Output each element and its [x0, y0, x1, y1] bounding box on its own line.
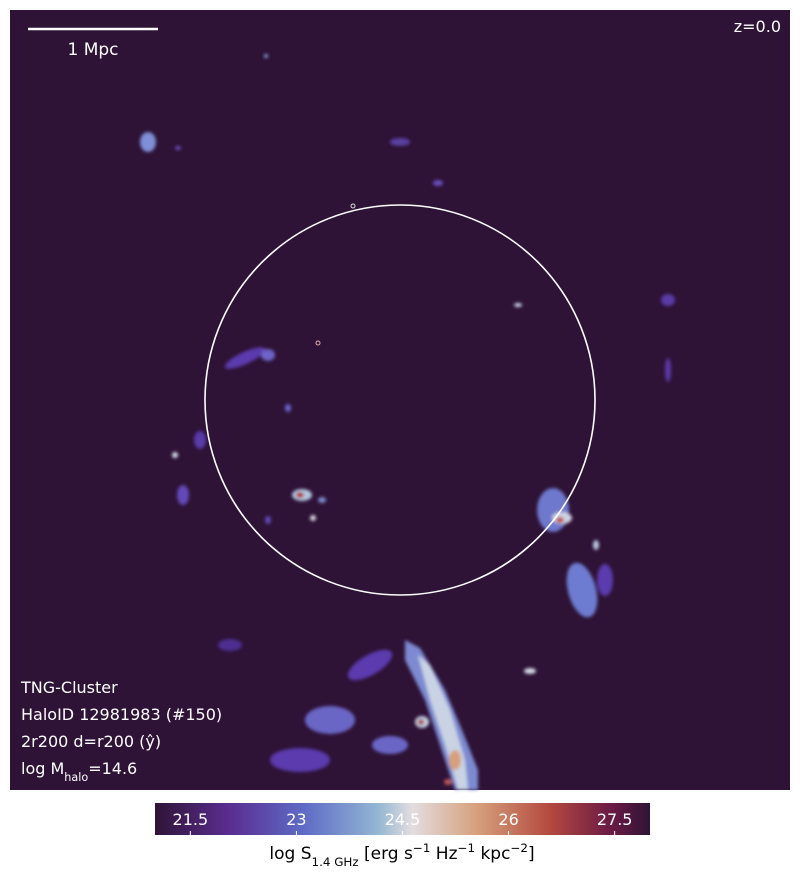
emission-blob — [305, 706, 355, 734]
label-part: =14.6 — [88, 759, 137, 778]
emission-blob — [264, 54, 268, 58]
emission-blob — [270, 748, 330, 772]
halo-info: TNG-Cluster HaloID 12981983 (#150) 2r200 d… — [20, 678, 222, 784]
emission-blob — [661, 294, 675, 306]
emission-blob — [347, 649, 393, 681]
emission-blob — [296, 492, 304, 498]
colorbar-tick-label: 24.5 — [385, 810, 421, 829]
info-line: TNG-Cluster — [20, 678, 118, 697]
colorbar-label: log S1.4 GHz [erg s−1 Hz−1 kpc−2] — [269, 841, 534, 869]
info-line: log Mhalo=14.6 — [21, 759, 137, 784]
emission-blob — [261, 349, 275, 361]
info-line: HaloID 12981983 (#150) — [21, 705, 222, 724]
emission-blob — [566, 562, 598, 618]
emission-blob — [285, 404, 291, 412]
emission-blob — [418, 719, 424, 725]
emission-blob — [140, 132, 156, 152]
emission-blob — [218, 639, 242, 651]
emission-blob — [449, 750, 461, 770]
emission-blob — [390, 138, 410, 146]
colorbar-tick-label: 27.5 — [597, 810, 633, 829]
info-line: 2r200 d=r200 (ŷ) — [21, 732, 161, 751]
emission-blob — [556, 517, 564, 523]
r200-circle — [204, 204, 596, 596]
emission-blob — [194, 431, 206, 449]
emission-blob — [593, 540, 599, 550]
label-part: [erg s — [359, 844, 413, 864]
emission-blob — [318, 497, 326, 503]
emission-blob — [597, 564, 613, 596]
emission-blob — [177, 485, 189, 505]
label-part: −1 — [413, 841, 431, 855]
label-part: −1 — [458, 841, 476, 855]
label-part: log S — [269, 844, 311, 864]
redshift-label: z=0.0 — [734, 17, 781, 36]
emission-blob — [224, 347, 266, 369]
label-part: TNG-Cluster — [20, 678, 118, 697]
label-part: log M — [21, 759, 64, 778]
emission-blob — [350, 203, 356, 209]
emission-blob — [444, 779, 452, 785]
label-part: 2r200 d=r200 (ŷ) — [21, 732, 161, 751]
emission-blob — [315, 340, 321, 346]
emission — [140, 54, 675, 790]
emission-blob — [514, 303, 522, 307]
label-part: −2 — [510, 841, 528, 855]
emission-blob — [175, 146, 181, 150]
emission-blob — [265, 516, 271, 524]
emission-blob — [665, 358, 671, 382]
colorbar-tick-label: 21.5 — [173, 810, 209, 829]
colorbar — [155, 803, 650, 835]
label-part: ] — [528, 844, 535, 864]
emission-blob — [172, 452, 178, 458]
map-panel — [10, 10, 790, 790]
label-part: HaloID 12981983 (#150) — [21, 705, 222, 724]
emission-blob — [433, 180, 443, 186]
scale-bar-label: 1 Mpc — [67, 40, 118, 60]
colorbar-tick-label: 26 — [498, 810, 518, 829]
emission-blob — [372, 736, 408, 754]
emission-blob — [310, 515, 316, 521]
colorbar-tick-label: 23 — [286, 810, 306, 829]
label-part: kpc — [475, 844, 510, 864]
emission-blob — [537, 488, 569, 532]
colorbar-ticks: 21.5 23 24.5 26 27.5 — [173, 810, 633, 835]
label-part: 1.4 GHz — [312, 855, 359, 869]
label-part: Hz — [430, 844, 457, 864]
emission-blob — [524, 668, 536, 674]
label-part: halo — [64, 771, 88, 784]
